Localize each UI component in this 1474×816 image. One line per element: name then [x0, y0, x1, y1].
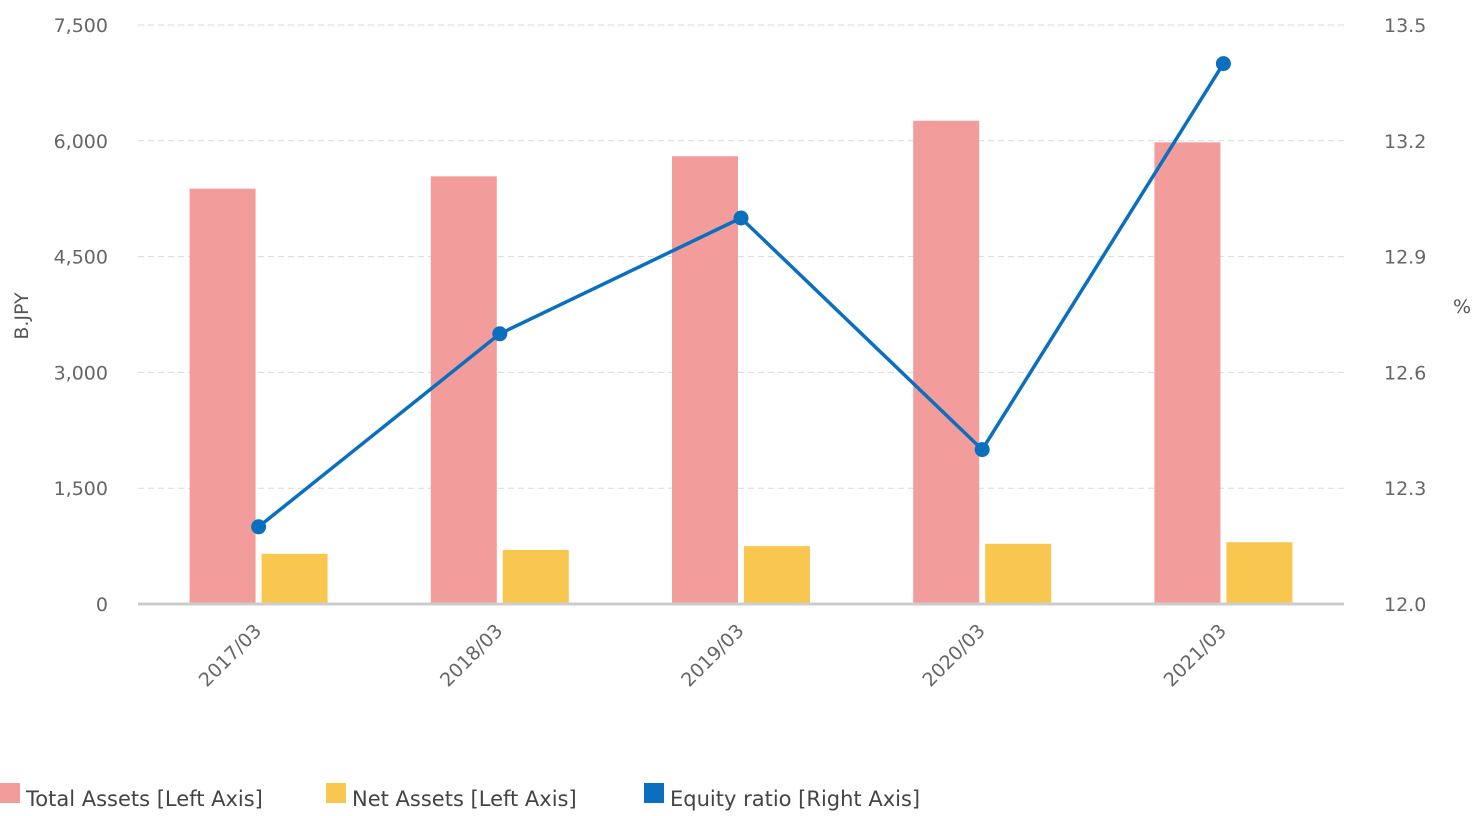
total-assets-bar	[672, 156, 738, 605]
net-assets-bar	[261, 553, 328, 604]
total-assets-bar	[1154, 142, 1221, 604]
y-left-axis-title: B.JPY	[11, 292, 33, 340]
y-right-axis-title: %	[1453, 296, 1471, 318]
total-assets-bar	[430, 176, 497, 604]
net-assets-bar	[744, 546, 810, 604]
equity-ratio-point	[733, 210, 749, 226]
legend-label: Total Assets [Left Axis]	[25, 787, 263, 811]
x-tick-label: 2018/03	[436, 620, 507, 691]
y-left-tick-label: 7,500	[54, 15, 108, 37]
equity-ratio-line	[257, 62, 1225, 529]
y-left-tick-label: 1,500	[54, 478, 108, 500]
x-tick-label: 2020/03	[918, 620, 989, 691]
net-assets-bar	[502, 549, 569, 604]
bars	[189, 120, 1293, 605]
equity-ratio-point	[251, 519, 267, 535]
legend-swatch	[644, 783, 664, 803]
legend-label: Equity ratio [Right Axis]	[670, 787, 920, 811]
equity-ratio-point	[1215, 56, 1231, 72]
equity-ratio-line-layer	[251, 56, 1231, 535]
net-assets-bar	[985, 543, 1052, 604]
y-left-tick-label: 4,500	[54, 247, 108, 269]
y-right-tick-label: 12.3	[1384, 478, 1426, 500]
y-right-tick-label: 12.0	[1384, 594, 1426, 616]
total-assets-bar	[189, 188, 256, 604]
legend: Total Assets [Left Axis] Net Assets [Left…	[0, 783, 920, 811]
y-right-tick-label: 12.6	[1384, 362, 1426, 384]
y-right-tick-label: 12.9	[1384, 247, 1426, 269]
x-tick-label: 2021/03	[1160, 620, 1231, 691]
equity-ratio-point	[974, 442, 990, 458]
y-right-tick-label: 13.2	[1384, 131, 1426, 153]
total-assets-bar	[913, 120, 980, 604]
x-tick-label: 2019/03	[677, 620, 748, 691]
x-tick-label: 2017/03	[195, 620, 266, 691]
net-assets-bar	[1226, 542, 1293, 604]
equity-ratio-point	[492, 326, 508, 342]
legend-swatch	[0, 783, 20, 803]
legend-swatch	[326, 783, 346, 803]
legend-label: Net Assets [Left Axis]	[352, 787, 577, 811]
y-left-tick-label: 3,000	[54, 362, 108, 384]
gridlines	[138, 24, 1344, 489]
y-left-tick-label: 0	[96, 594, 108, 616]
y-right-tick-label: 13.5	[1384, 15, 1426, 37]
y-left-tick-label: 6,000	[54, 131, 108, 153]
